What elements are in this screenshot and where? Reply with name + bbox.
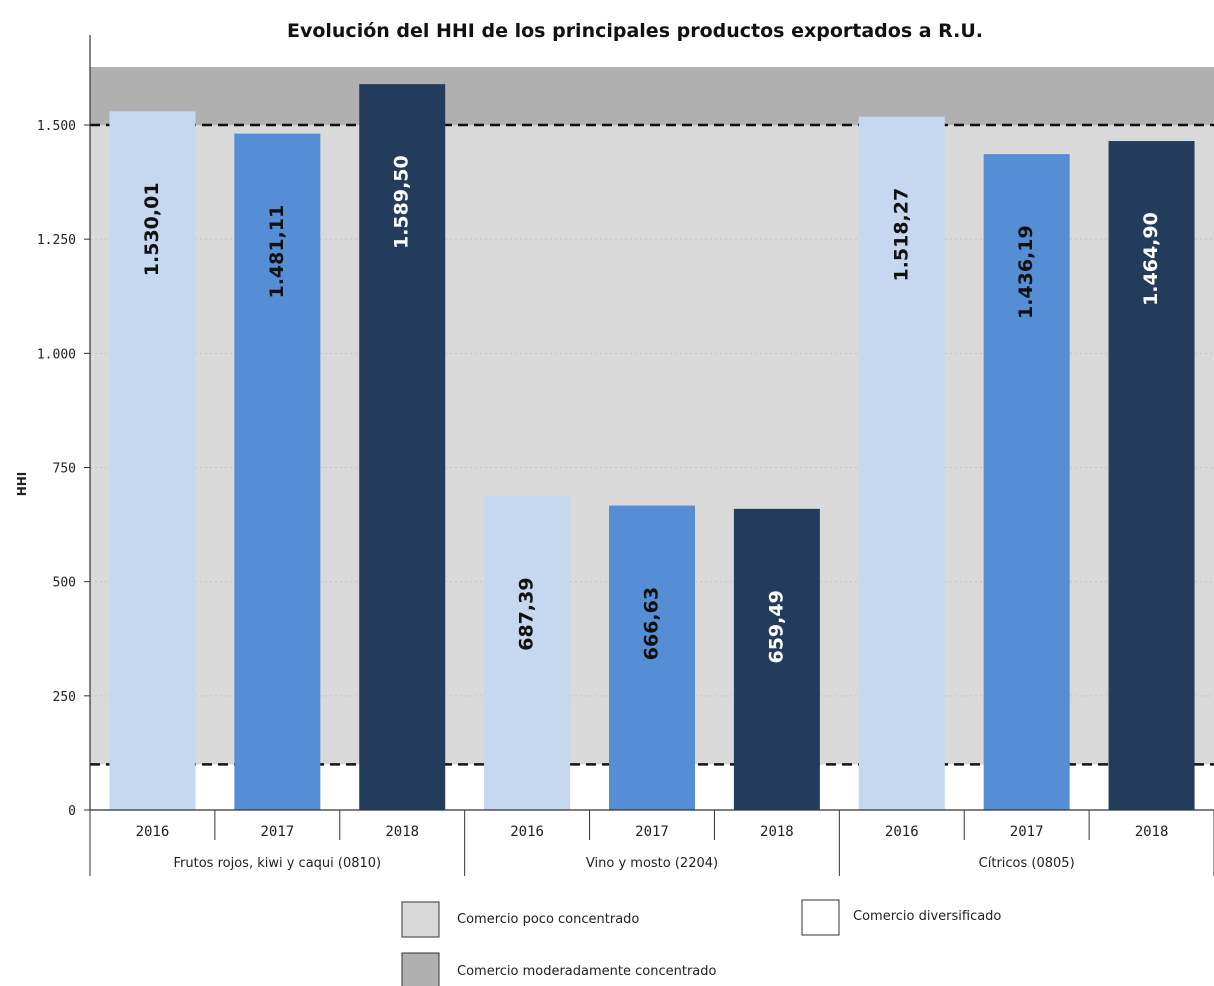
bar — [359, 84, 446, 810]
bar — [484, 496, 571, 810]
bar — [983, 154, 1070, 810]
legend-swatch — [801, 899, 840, 936]
band-comercio-moderadamente-concentrado — [90, 67, 1214, 125]
legend-label: Comercio diversificado — [853, 909, 1001, 924]
data-label: 659,49 — [765, 590, 787, 663]
legend-swatch — [401, 952, 440, 986]
data-label: 687,39 — [516, 577, 538, 650]
y-tick-label: 1.500 — [37, 119, 76, 134]
y-tick-label: 0 — [68, 804, 76, 819]
x-tick-label: 2016 — [510, 824, 544, 840]
legend-swatch — [401, 901, 440, 938]
bar — [609, 505, 695, 810]
bar — [109, 111, 196, 811]
y-tick-label: 1.000 — [37, 347, 76, 362]
x-tick-label: 2017 — [1010, 824, 1044, 840]
data-label: 1.518,27 — [890, 188, 912, 282]
y-axis-label: HHI — [15, 472, 29, 497]
x-tick-label: 2018 — [760, 824, 794, 840]
bar — [858, 116, 945, 811]
data-label: 1.481,11 — [266, 205, 288, 299]
data-label: 1.464,90 — [1140, 212, 1162, 306]
y-tick-label: 1.250 — [37, 233, 76, 248]
data-label: 1.530,01 — [141, 182, 163, 276]
legend: Comercio poco concentrado Comercio divers… — [401, 899, 1001, 986]
y-tick-label: 250 — [53, 690, 76, 705]
x-tick-label: 2018 — [385, 824, 419, 840]
legend-label: Comercio moderadamente concentrado — [457, 964, 717, 979]
group-label: Cítricos (0805) — [979, 856, 1075, 871]
bar — [234, 133, 321, 810]
y-tick-label: 500 — [53, 576, 76, 591]
x-tick-label: 2016 — [885, 824, 919, 840]
data-label: 666,63 — [641, 587, 663, 660]
bar — [1108, 141, 1195, 811]
x-tick-label: 2018 — [1135, 824, 1169, 840]
legend-label: Comercio poco concentrado — [457, 912, 639, 927]
data-label: 1.589,50 — [391, 155, 413, 249]
chart-title: Evolución del HHI de los principales pro… — [287, 20, 983, 42]
x-tick-label: 2016 — [136, 824, 170, 840]
x-tick-label: 2017 — [260, 824, 294, 840]
group-label: Frutos rojos, kiwi y caqui (0810) — [174, 856, 382, 871]
bar — [733, 508, 820, 810]
y-tick-label: 750 — [53, 462, 76, 477]
data-label: 1.436,19 — [1015, 225, 1037, 319]
group-label: Vino y mosto (2204) — [586, 856, 718, 871]
x-tick-label: 2017 — [635, 824, 669, 840]
